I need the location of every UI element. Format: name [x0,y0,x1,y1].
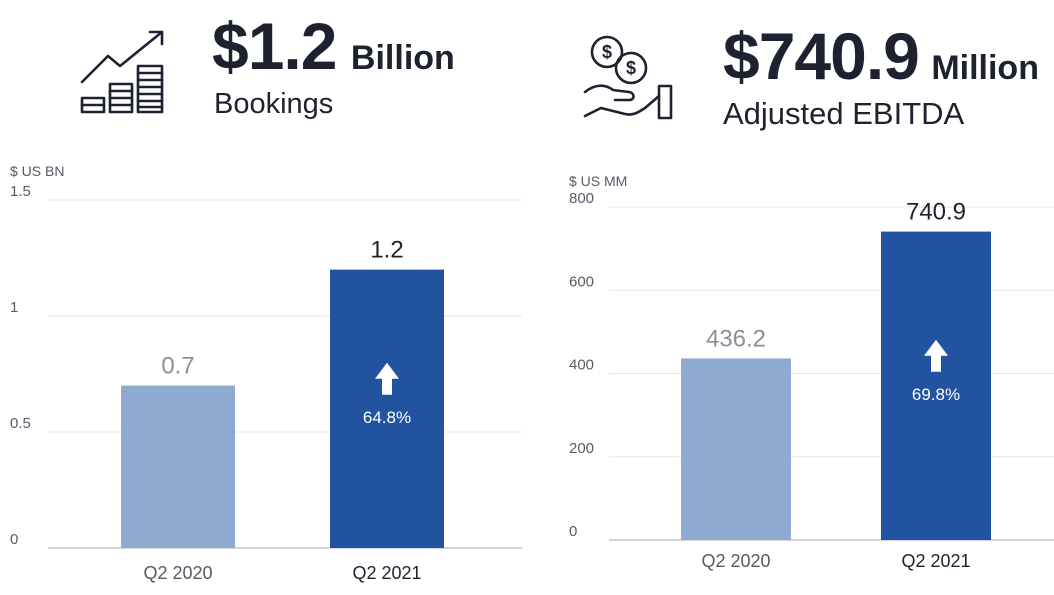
y-tick-label: 1.5 [10,183,31,200]
bar-q2-2020 [121,385,235,548]
growth-up-arrow-icon [924,339,948,372]
y-tick-label: 1 [10,299,18,316]
y-tick-label: 600 [569,273,594,290]
bar-value-label: 1.2 [370,237,403,264]
bar-q2-2020 [681,358,791,540]
ebitda-chart: $ US MM 0 200 400 600 800 436.2 Q2 2020 740.9 Q2 … [569,173,1054,571]
growth-percent-label: 69.8% [912,385,960,404]
growth-up-arrow-icon [375,362,399,395]
bar-value-label: 436.2 [706,325,766,352]
bookings-panel: $1.2 Billion Bookings $ US BN 0 0.5 1 1.5 0.7… [10,9,522,583]
y-tick-label: 200 [569,440,594,457]
bookings-headline-unit: Billion [350,39,455,77]
y-axis-unit-label: $ US BN [10,163,64,179]
bookings-headline-value: $1.2 [212,9,337,83]
bookings-chart: $ US BN 0 0.5 1 1.5 0.7 Q2 2020 1.2 Q2 2021 64.8% [10,163,522,583]
svg-text:$: $ [626,58,636,78]
ebitda-panel: $ $ $740.9 Million Adjusted EBITDA $ US … [527,0,1054,595]
x-category-label: Q2 2020 [143,563,212,583]
bar-value-label: 0.7 [161,353,194,380]
arrow-shape [375,362,399,395]
bar-value-label: 740.9 [906,199,966,226]
x-category-label: Q2 2021 [352,563,421,583]
ebitda-headline-label: Adjusted EBITDA [723,96,965,131]
y-tick-label: 400 [569,357,594,374]
y-axis-unit-label: $ US MM [569,173,627,189]
y-tick-label: 0 [569,523,577,540]
growth-percent-label: 64.8% [363,408,411,427]
y-tick-label: 0 [10,531,18,548]
x-category-label: Q2 2021 [901,551,970,571]
ebitda-headline-unit: Million [931,49,1039,87]
x-category-label: Q2 2020 [701,551,770,571]
coins-hand-icon: $ $ [583,35,673,120]
ebitda-headline-value: $740.9 [723,19,920,93]
y-tick-label: 800 [569,190,594,207]
bar-q2-2021 [330,269,444,548]
svg-text:$: $ [602,42,612,62]
bar-q2-2021 [881,231,991,540]
bookings-headline-label: Bookings [214,88,334,120]
arrow-shape [924,339,948,372]
growth-chart-icon [80,30,164,114]
y-tick-label: 0.5 [10,415,31,432]
